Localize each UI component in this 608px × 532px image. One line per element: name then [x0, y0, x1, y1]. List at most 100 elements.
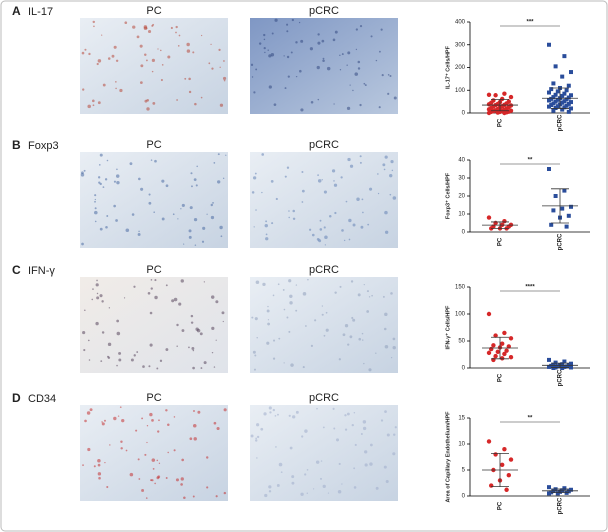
texture [289, 301, 293, 305]
texture [254, 172, 257, 175]
texture [254, 317, 258, 321]
x-tick-label: PC [498, 237, 504, 246]
texture [84, 48, 87, 51]
texture [186, 49, 191, 53]
texture [292, 415, 296, 419]
texture [269, 411, 272, 414]
texture [188, 235, 192, 239]
y-tick-label: 150 [455, 285, 466, 291]
texture [152, 467, 155, 470]
texture [317, 33, 320, 36]
histology-image [80, 405, 228, 501]
texture [192, 423, 197, 428]
texture [173, 297, 178, 302]
data-point [564, 364, 569, 369]
texture [302, 366, 305, 369]
texture [206, 486, 209, 489]
texture [101, 300, 104, 303]
texture [332, 407, 335, 410]
texture [304, 473, 307, 476]
texture [304, 429, 308, 433]
texture [363, 284, 365, 286]
texture [300, 108, 304, 112]
texture [146, 441, 148, 444]
texture [348, 218, 352, 223]
texture [301, 189, 305, 193]
texture [223, 491, 227, 495]
texture [384, 210, 388, 215]
texture [310, 100, 314, 104]
texture [115, 81, 117, 83]
texture [106, 486, 109, 489]
texture [389, 173, 393, 178]
texture [291, 18, 295, 22]
texture [191, 347, 195, 350]
texture [352, 318, 356, 322]
texture [115, 59, 119, 62]
texture [288, 216, 290, 219]
texture [125, 449, 128, 452]
texture [219, 103, 224, 107]
texture [334, 211, 337, 215]
texture [148, 193, 151, 196]
texture [270, 53, 275, 57]
texture [138, 478, 141, 480]
texture [323, 334, 326, 337]
x-tick-label: PC [498, 118, 504, 127]
texture [216, 426, 220, 431]
texture [347, 343, 350, 346]
data-point [502, 110, 507, 116]
texture [151, 24, 154, 27]
texture [286, 316, 289, 319]
texture [364, 84, 367, 87]
texture [133, 354, 136, 357]
texture [347, 51, 351, 55]
texture [339, 54, 341, 57]
texture [331, 169, 336, 173]
texture [319, 477, 323, 480]
y-tick-label: 10 [458, 442, 465, 448]
texture [97, 59, 102, 63]
texture [210, 203, 213, 207]
data-point [493, 333, 498, 338]
texture [223, 79, 226, 82]
texture [384, 155, 388, 159]
y-tick-label: 20 [458, 194, 465, 200]
texture [97, 463, 101, 467]
texture [89, 408, 93, 412]
texture [147, 291, 151, 295]
texture [218, 48, 221, 52]
data-point [504, 487, 509, 492]
texture [366, 290, 369, 293]
texture [300, 492, 304, 496]
texture [267, 322, 270, 326]
y-axis-label: IL-17⁺ Cells/HPF [444, 45, 451, 89]
x-tick-label: pCRC [558, 497, 564, 514]
texture [261, 191, 263, 194]
texture [98, 181, 101, 184]
data-point [562, 91, 567, 96]
data-point [569, 100, 573, 105]
texture [183, 496, 186, 499]
texture [256, 435, 260, 439]
data-point [551, 101, 556, 106]
texture [130, 358, 134, 362]
texture [306, 492, 309, 494]
texture [188, 346, 190, 349]
texture [178, 34, 181, 37]
data-point [560, 100, 565, 105]
texture [107, 356, 111, 359]
texture [206, 213, 208, 215]
texture [101, 421, 103, 423]
texture [151, 458, 156, 462]
data-point [562, 99, 567, 104]
texture [315, 460, 320, 464]
texture [321, 179, 323, 181]
data-point [566, 95, 571, 100]
texture [154, 159, 157, 163]
texture [302, 292, 307, 296]
texture [321, 39, 325, 43]
texture [357, 67, 361, 70]
